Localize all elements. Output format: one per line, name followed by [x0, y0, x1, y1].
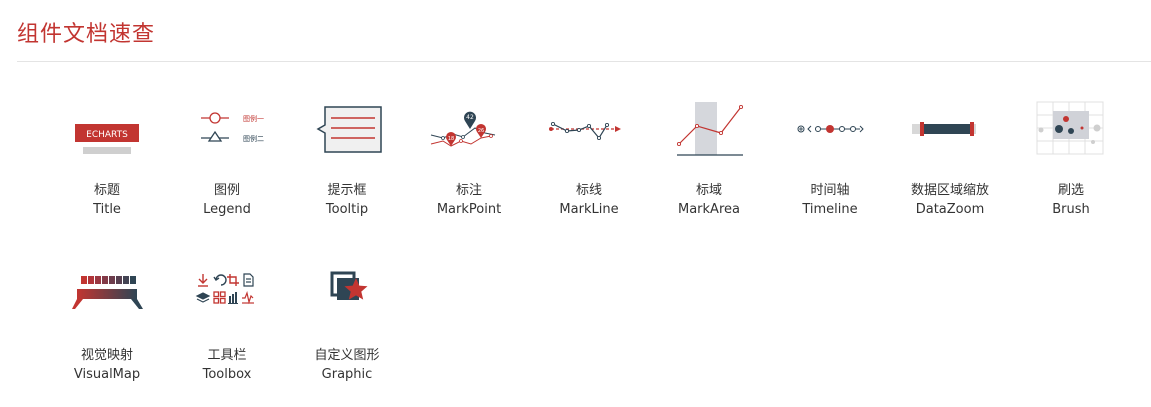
title-divider	[17, 61, 1151, 62]
brush-icon	[1031, 100, 1111, 170]
title-icon-text: ECHARTS	[86, 130, 128, 140]
component-label-cn: 数据区域缩放	[910, 183, 989, 198]
svg-text:26: 26	[478, 128, 484, 134]
component-label-cn: 工具栏	[207, 348, 247, 363]
markline-icon	[549, 100, 629, 170]
markpoint-icon: 42 18 26	[429, 100, 509, 170]
tooltip-icon	[307, 100, 387, 170]
component-card-toolbox[interactable]: 工具栏 Toolbox	[167, 235, 287, 382]
legend-icon: 图例一 图例二	[187, 100, 267, 170]
component-label-en: Brush	[1052, 202, 1090, 217]
component-label-cn: 标域	[695, 183, 722, 198]
component-card-datazoom[interactable]: 数据区域缩放 DataZoom	[890, 70, 1010, 217]
legend-icon-text-b: 图例二	[243, 134, 264, 143]
component-label-cn: 视觉映射	[80, 348, 133, 363]
datazoom-icon	[910, 100, 990, 170]
component-label-en: VisualMap	[73, 367, 141, 382]
timeline-icon	[790, 100, 870, 170]
svg-text:42: 42	[466, 114, 474, 121]
component-label-cn: 时间轴	[810, 183, 850, 198]
component-label-en: Legend	[203, 202, 251, 217]
component-card-markline[interactable]: 标线 MarkLine	[529, 70, 649, 217]
component-label-en: Tooltip	[325, 202, 369, 217]
component-label-cn: 图例	[213, 183, 240, 198]
title-icon: ECHARTS	[67, 100, 147, 170]
component-label-cn: 标线	[575, 183, 602, 198]
markarea-icon	[669, 100, 749, 170]
component-label-en: Graphic	[321, 367, 373, 382]
component-card-markarea[interactable]: 标域 MarkArea	[649, 70, 769, 217]
component-card-graphic[interactable]: 自定义图形 Graphic	[287, 235, 407, 382]
component-label-cn: 自定义图形	[314, 348, 380, 363]
svg-text:18: 18	[448, 136, 454, 142]
toolbox-icon	[187, 265, 267, 335]
component-card-title[interactable]: ECHARTS 标题 Title	[47, 70, 167, 217]
legend-icon-text-a: 图例一	[243, 114, 264, 123]
component-label-en: Toolbox	[202, 367, 252, 382]
component-label-en: DataZoom	[915, 202, 985, 217]
component-label-en: MarkLine	[559, 202, 619, 217]
component-card-legend[interactable]: 图例一 图例二 图例 Legend	[167, 70, 287, 217]
visualmap-icon	[67, 265, 147, 335]
component-label-en: MarkPoint	[436, 202, 502, 217]
component-label-cn: 刷选	[1057, 183, 1084, 198]
component-card-brush[interactable]: 刷选 Brush	[1011, 70, 1131, 217]
component-label-cn: 提示框	[327, 183, 367, 198]
component-card-tooltip[interactable]: 提示框 Tooltip	[287, 70, 407, 217]
component-card-markpoint[interactable]: 42 18 26 标注 MarkPoint	[409, 70, 529, 217]
component-label-en: Title	[93, 202, 121, 217]
page-title: 组件文档速查	[17, 22, 156, 47]
component-label-cn: 标注	[455, 183, 482, 198]
component-card-timeline[interactable]: 时间轴 Timeline	[770, 70, 890, 217]
component-label-en: MarkArea	[678, 202, 740, 217]
component-label-cn: 标题	[93, 183, 120, 198]
component-label-en: Timeline	[802, 202, 858, 217]
graphic-icon	[307, 265, 387, 335]
component-card-visualmap[interactable]: 视觉映射 VisualMap	[47, 235, 167, 382]
